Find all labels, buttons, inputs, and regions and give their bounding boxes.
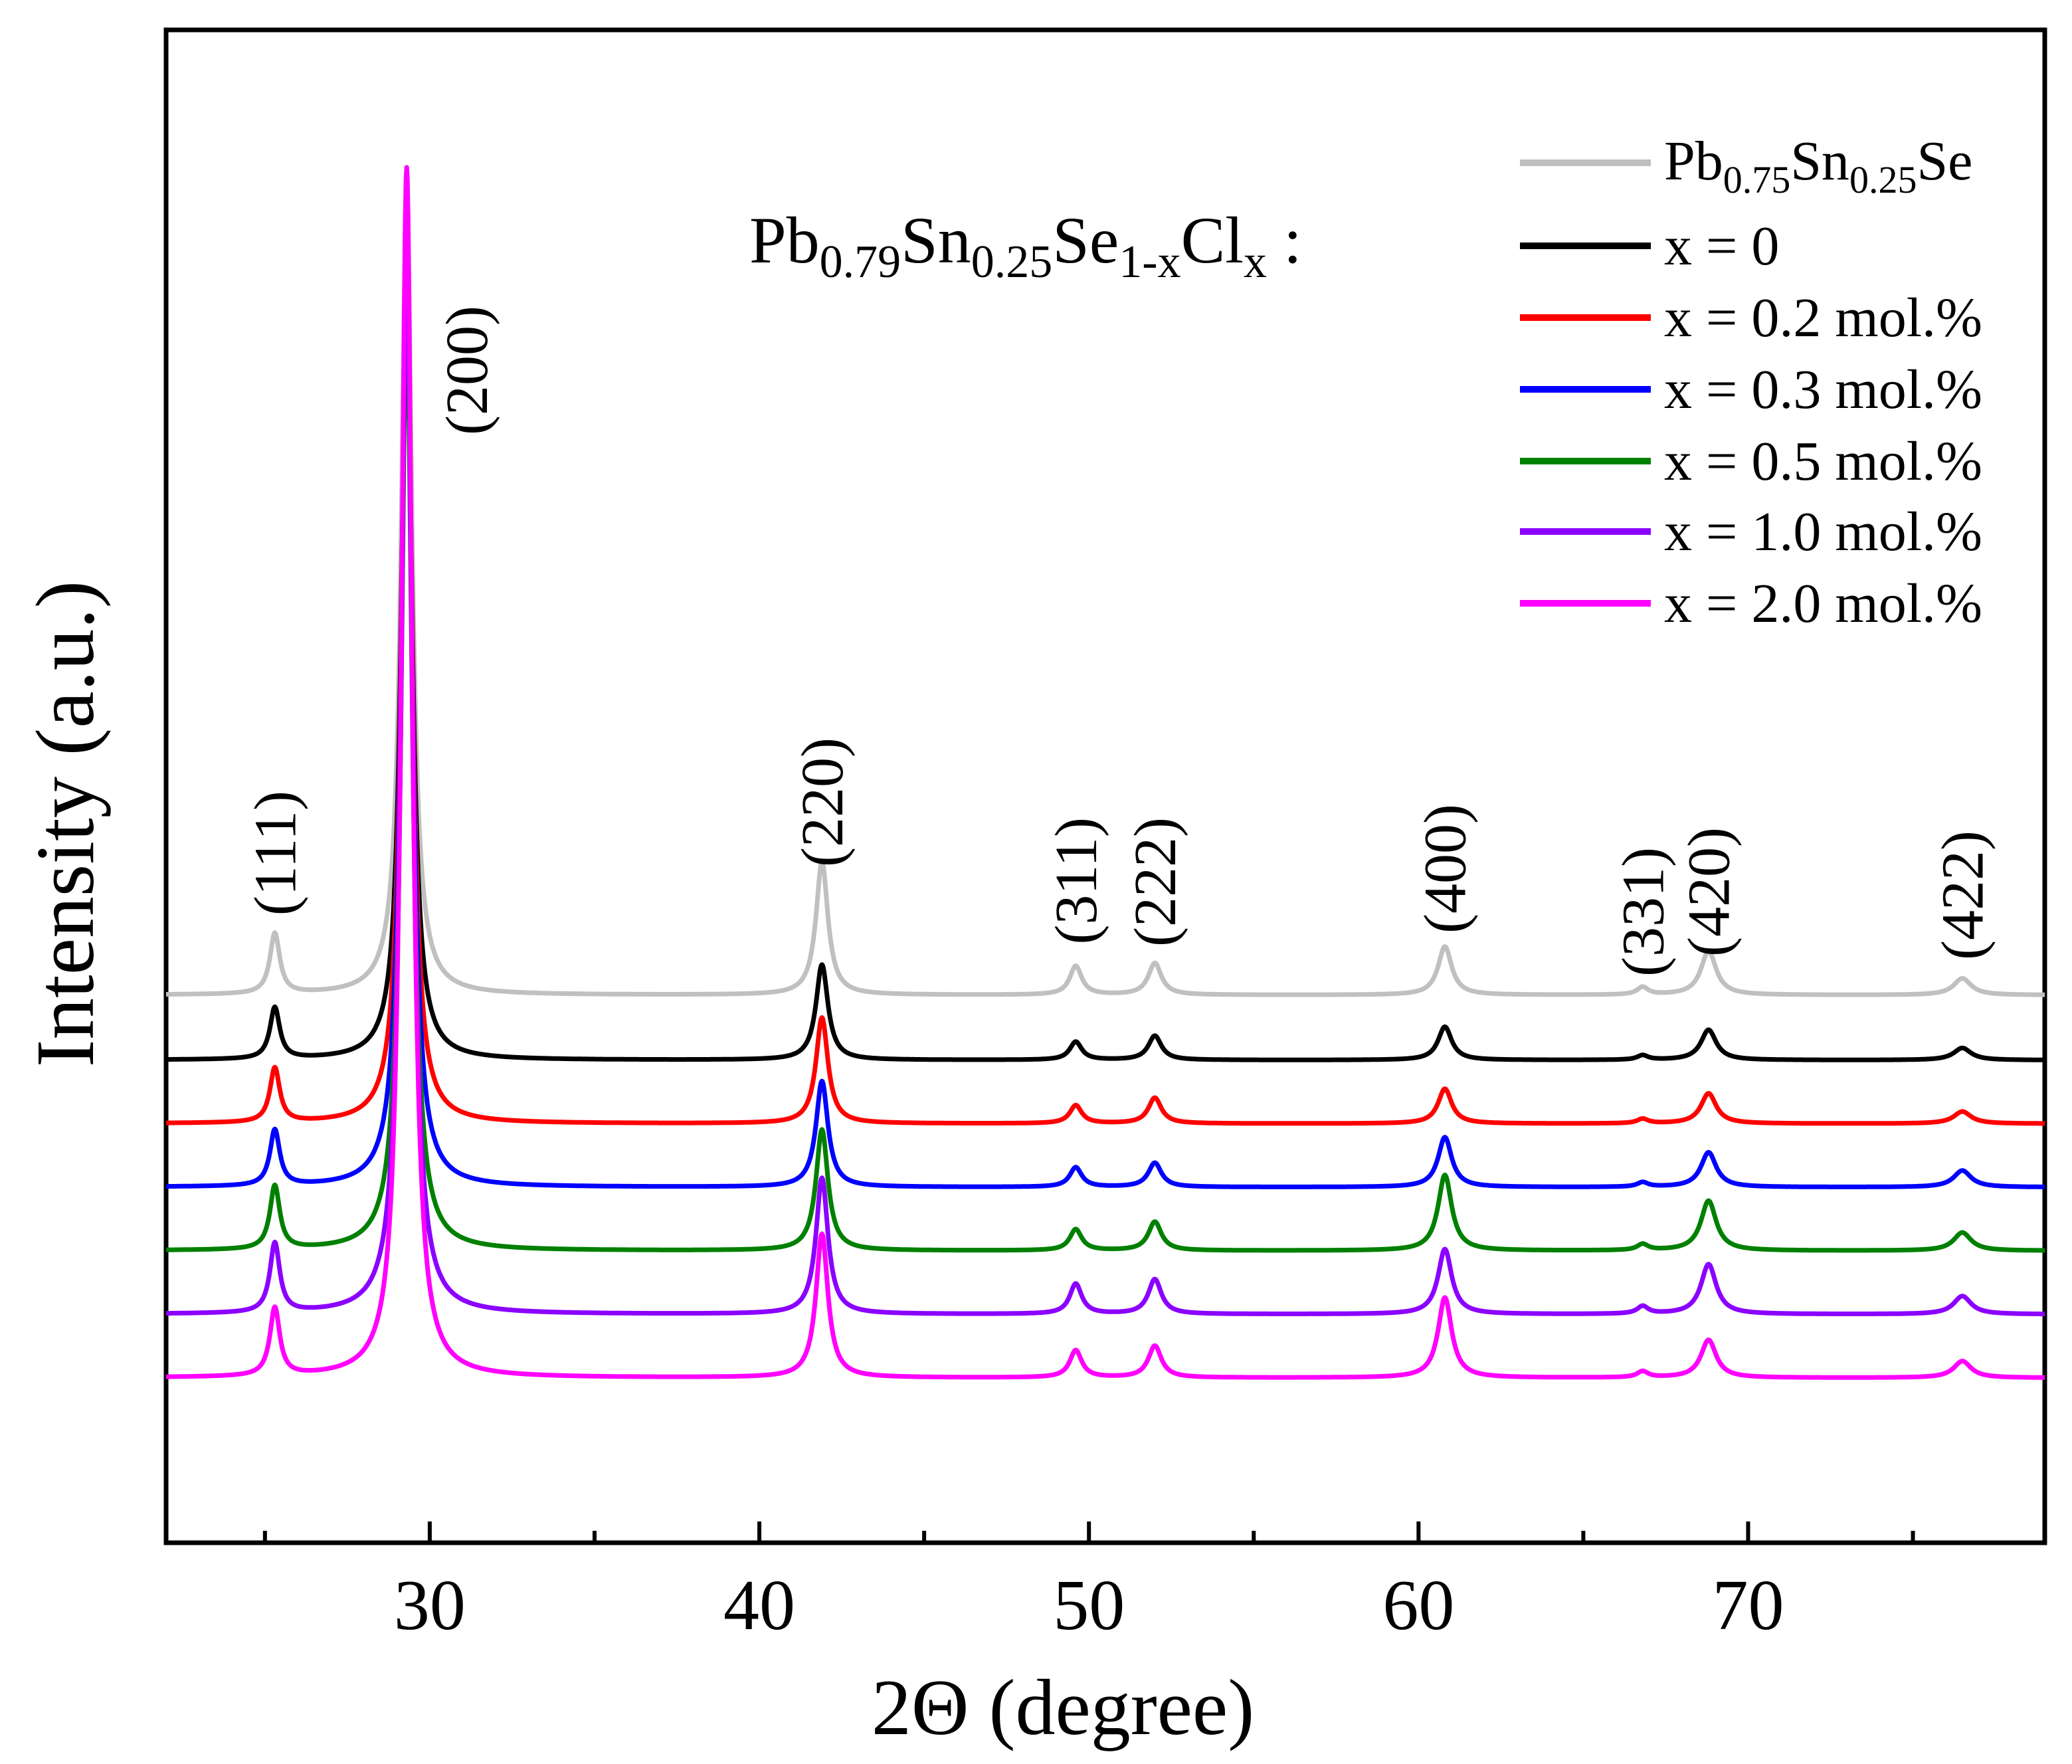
x-tick-label-2: 50 [1053, 1566, 1125, 1645]
legend: Pb0.75Sn0.25Se x = 0 x = 0.2 mol.% x = 0… [1520, 130, 1982, 635]
x-tick-label-4: 70 [1712, 1566, 1784, 1645]
series-line-4 [164, 310, 2047, 1253]
legend-label-3: x = 0.3 mol.% [1664, 359, 1982, 421]
peak-label-7: (420) [1677, 827, 1742, 957]
series-line-3 [164, 277, 2047, 1189]
series-line-0 [164, 205, 2047, 997]
legend-label-6: x = 2.0 mol.% [1664, 573, 1982, 635]
peak-label-0: (111) [242, 791, 308, 916]
peak-label-5: (400) [1413, 804, 1479, 933]
peak-label-2: (220) [790, 737, 856, 867]
legend-label-2: x = 0.2 mol.% [1664, 287, 1982, 349]
peak-label-4: (222) [1123, 817, 1188, 947]
series-layer [164, 165, 2047, 1380]
peak-label-1: (200) [434, 306, 500, 435]
peak-labels: (111) (200) (220) (311) (222) (400) (331) (420)… [242, 306, 1996, 977]
peak-label-3: (311) [1044, 817, 1109, 945]
series-line-1 [164, 301, 2047, 1062]
chart-title: Pb0.79Sn0.25Se1-xClx : [749, 203, 1302, 288]
legend-label-1: x = 0 [1664, 215, 1779, 277]
x-axis-label: 2Θ (degree) [872, 1663, 1254, 1751]
series-line-5 [164, 252, 2047, 1317]
peak-label-6: (331) [1610, 847, 1676, 977]
x-tick-label-3: 60 [1382, 1566, 1454, 1645]
x-axis-ticks: 30 40 50 60 70 [262, 1521, 1915, 1645]
series-line-2 [164, 289, 2047, 1126]
legend-label-4: x = 0.5 mol.% [1664, 431, 1982, 492]
legend-label-0: Pb0.75Sn0.25Se [1664, 130, 1972, 201]
plot-frame [163, 27, 2047, 1545]
legend-label-5: x = 1.0 mol.% [1664, 501, 1982, 563]
peak-label-8: (422) [1931, 831, 1996, 960]
x-tick-label-1: 40 [723, 1566, 795, 1645]
series-line-6 [164, 165, 2047, 1380]
x-tick-label-0: 30 [394, 1566, 466, 1645]
y-axis-label: Intensity (a.u.) [20, 581, 112, 1067]
